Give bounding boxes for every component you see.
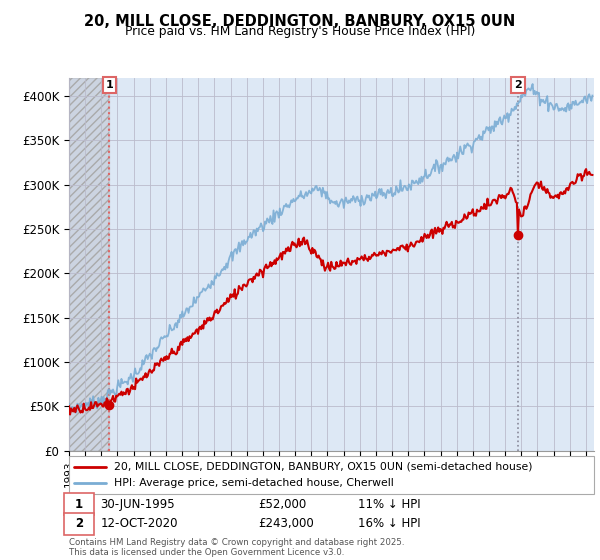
Text: 1: 1 [75, 498, 83, 511]
FancyBboxPatch shape [64, 493, 94, 515]
FancyBboxPatch shape [64, 513, 94, 535]
Text: 1: 1 [106, 80, 113, 90]
FancyBboxPatch shape [69, 456, 594, 494]
Text: £243,000: £243,000 [258, 517, 314, 530]
Text: 11% ↓ HPI: 11% ↓ HPI [358, 498, 421, 511]
Bar [69, 78, 109, 451]
Text: Price paid vs. HM Land Registry's House Price Index (HPI): Price paid vs. HM Land Registry's House … [125, 25, 475, 38]
Text: 2: 2 [514, 80, 522, 90]
Text: Contains HM Land Registry data © Crown copyright and database right 2025.
This d: Contains HM Land Registry data © Crown c… [69, 538, 404, 557]
Text: 2: 2 [75, 517, 83, 530]
Text: 30-JUN-1995: 30-JUN-1995 [101, 498, 175, 511]
Text: HPI: Average price, semi-detached house, Cherwell: HPI: Average price, semi-detached house,… [113, 478, 394, 488]
Bar [69, 78, 109, 451]
Text: £52,000: £52,000 [258, 498, 306, 511]
Text: 20, MILL CLOSE, DEDDINGTON, BANBURY, OX15 0UN: 20, MILL CLOSE, DEDDINGTON, BANBURY, OX1… [85, 14, 515, 29]
Text: 20, MILL CLOSE, DEDDINGTON, BANBURY, OX15 0UN (semi-detached house): 20, MILL CLOSE, DEDDINGTON, BANBURY, OX1… [113, 461, 532, 472]
Text: 12-OCT-2020: 12-OCT-2020 [101, 517, 178, 530]
Text: 16% ↓ HPI: 16% ↓ HPI [358, 517, 421, 530]
